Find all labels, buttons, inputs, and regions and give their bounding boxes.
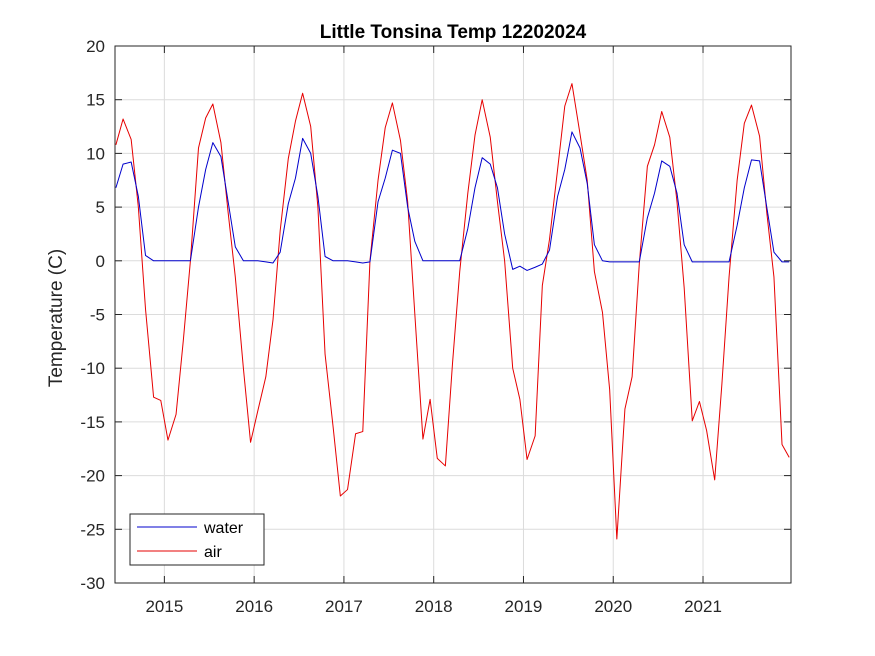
- y-tick-label: 10: [86, 144, 105, 163]
- y-tick-label: 0: [96, 252, 105, 271]
- x-tick-label: 2021: [684, 597, 722, 616]
- x-tick-labels: 2015 2016 2017 2018 2019 2020 2021: [145, 597, 721, 616]
- x-tick-label: 2018: [415, 597, 453, 616]
- series-line-water: [115, 131, 790, 271]
- grid-lines: [115, 45, 791, 584]
- y-tick-label: -10: [80, 359, 105, 378]
- chart-title: Little Tonsina Temp 12202024: [320, 22, 587, 43]
- y-tick-label: -25: [80, 520, 105, 539]
- x-tick-label: 2020: [594, 597, 632, 616]
- y-tick-label: -5: [90, 306, 105, 325]
- y-tick-label: 20: [86, 37, 105, 56]
- y-axis-label: Temperature (C): [46, 249, 67, 387]
- legend: water air: [129, 513, 265, 566]
- y-tick-label: 15: [86, 91, 105, 110]
- series-line-air: [115, 83, 790, 540]
- tick-marks: [115, 45, 791, 584]
- y-tick-label: -20: [80, 467, 105, 486]
- legend-water-label: water: [203, 520, 244, 537]
- x-tick-label: 2019: [505, 597, 543, 616]
- x-tick-label: 2015: [145, 597, 183, 616]
- x-tick-label: 2017: [325, 597, 363, 616]
- y-tick-label: -30: [80, 574, 105, 593]
- x-tick-label: 2016: [235, 597, 273, 616]
- y-tick-label: -15: [80, 413, 105, 432]
- series-layer: [115, 83, 790, 540]
- y-tick-label: 5: [96, 198, 105, 217]
- legend-air-label: air: [204, 544, 222, 561]
- y-tick-labels: 20 15 10 5 0 -5 -10 -15 -20 -25 -30: [80, 37, 105, 593]
- legend-box: [129, 513, 265, 566]
